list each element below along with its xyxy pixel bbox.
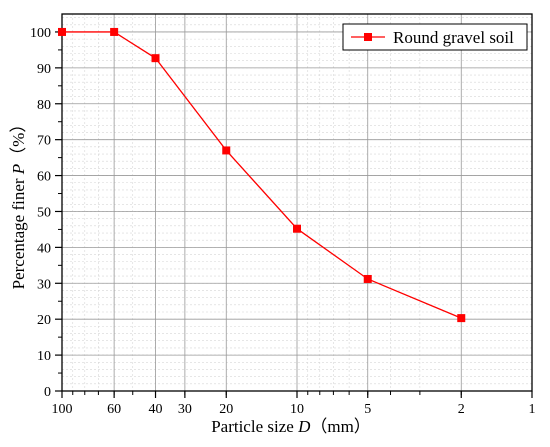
y-tick-label: 60 <box>37 170 51 185</box>
x-tick-label: 10 <box>290 402 304 417</box>
data-point <box>151 54 160 63</box>
grid <box>61 14 533 392</box>
x-tick-label: 1 <box>529 402 536 417</box>
x-tick-label: 20 <box>219 402 233 417</box>
x-tick-label: 100 <box>52 402 73 417</box>
y-tick-label: 100 <box>30 26 51 41</box>
data-point <box>457 314 466 323</box>
x-tick-label: 30 <box>178 402 192 417</box>
x-tick-label: 60 <box>107 402 121 417</box>
y-tick-label: 10 <box>37 349 51 364</box>
y-axis-title: Percentage finer P（%） <box>9 116 28 290</box>
series-line <box>62 31 462 319</box>
legend-marker-swatch <box>364 33 372 41</box>
data-point <box>222 146 231 155</box>
x-axis-title: Particle size D（mm） <box>211 417 371 436</box>
data-point <box>293 224 301 233</box>
legend: Round gravel soil <box>342 23 528 51</box>
data-point <box>363 274 372 283</box>
legend-label: Round gravel soil <box>393 28 514 47</box>
axes: 100 60 40 30 20 10 5 2 10102030405060708090100Pa… <box>9 13 536 436</box>
data-point <box>110 27 119 36</box>
y-tick-label: 30 <box>37 277 51 292</box>
y-tick-label: 80 <box>37 98 51 113</box>
x-tick-label: 2 <box>458 402 465 417</box>
y-tick-label: 90 <box>37 62 51 77</box>
x-tick-label: 5 <box>364 402 371 417</box>
y-tick-label: 20 <box>37 313 51 328</box>
y-tick-label: 70 <box>37 134 51 149</box>
series <box>58 27 466 323</box>
y-tick-label: 0 <box>44 385 51 400</box>
data-point <box>58 27 66 36</box>
y-tick-label: 50 <box>37 205 51 220</box>
x-tick-label: 40 <box>149 402 163 417</box>
y-tick-label: 40 <box>37 241 51 256</box>
